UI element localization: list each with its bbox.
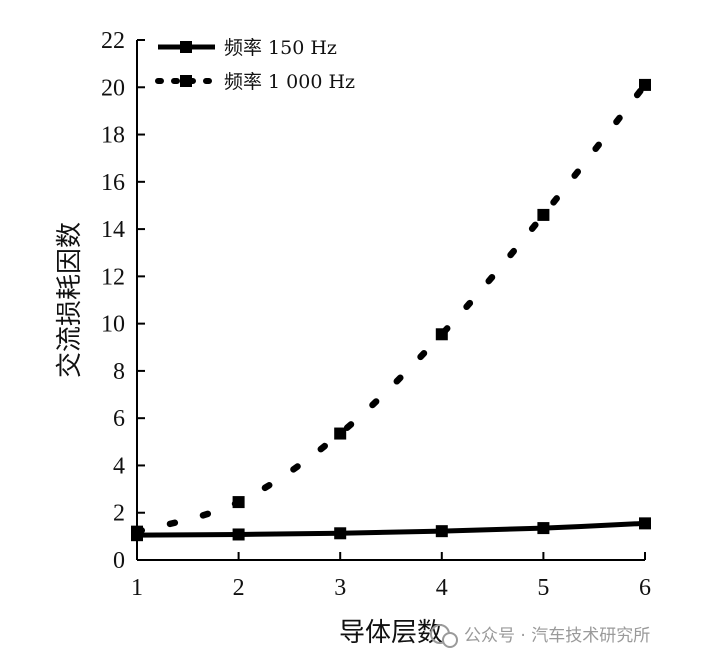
series-1-point: [435, 328, 448, 341]
series-line-1: [133, 81, 649, 535]
y-tick-label: 8: [113, 359, 125, 385]
series-line-0: [134, 520, 648, 538]
series-0-point: [537, 522, 550, 535]
y-tick-label: 18: [101, 123, 125, 149]
series-1-point: [334, 427, 347, 440]
y-tick-label: 20: [101, 75, 125, 101]
y-tick-label: 12: [101, 264, 125, 290]
wechat-official-account-icon: [430, 624, 458, 648]
y-tick-label: 4: [113, 453, 125, 479]
series-0-point: [639, 517, 651, 530]
y-tick-label: 16: [101, 170, 125, 196]
y-axis-title: 交流损耗因数: [55, 222, 85, 378]
x-axis-title: 导体层数: [339, 618, 443, 648]
series-layer: [131, 78, 651, 542]
axes: [136, 40, 645, 561]
y-tick-label: 2: [113, 501, 125, 527]
series-1-point: [131, 525, 143, 538]
legend: 频率 150 Hz 频率 1 000 Hz: [155, 37, 355, 93]
x-tick-label: 2: [233, 575, 245, 601]
legend-marker-1000hz: [180, 75, 192, 87]
x-tick-label: 4: [436, 575, 448, 601]
watermark: 公众号 · 汽车技术研究所: [430, 624, 650, 648]
x-tick-label: 6: [639, 575, 651, 601]
y-tick-label: 10: [101, 312, 125, 338]
legend-label-150hz: 频率 150 Hz: [224, 37, 337, 59]
watermark-text: 公众号 · 汽车技术研究所: [464, 626, 650, 646]
series-1-point: [232, 496, 245, 509]
series-0-point: [334, 527, 347, 540]
legend-label-1000hz: 频率 1 000 Hz: [224, 71, 355, 93]
y-tick-label: 22: [101, 28, 125, 54]
series-1-point: [639, 78, 651, 91]
y-tick-label: 14: [101, 217, 125, 243]
y-ticks: 0 2 4 6 8 10 12 14 16 18 20 22: [101, 28, 145, 574]
x-tick-label: 5: [537, 575, 549, 601]
legend-marker-150hz: [180, 41, 192, 53]
series-0-point: [435, 525, 448, 538]
y-tick-label: 0: [113, 548, 125, 574]
x-ticks: 1 2 3 4 5 6: [131, 552, 651, 601]
series-0-point: [232, 528, 245, 541]
series-1-point: [537, 208, 550, 221]
x-tick-label: 3: [334, 575, 346, 601]
x-tick-label: 1: [131, 575, 143, 601]
y-tick-label: 6: [113, 406, 125, 432]
